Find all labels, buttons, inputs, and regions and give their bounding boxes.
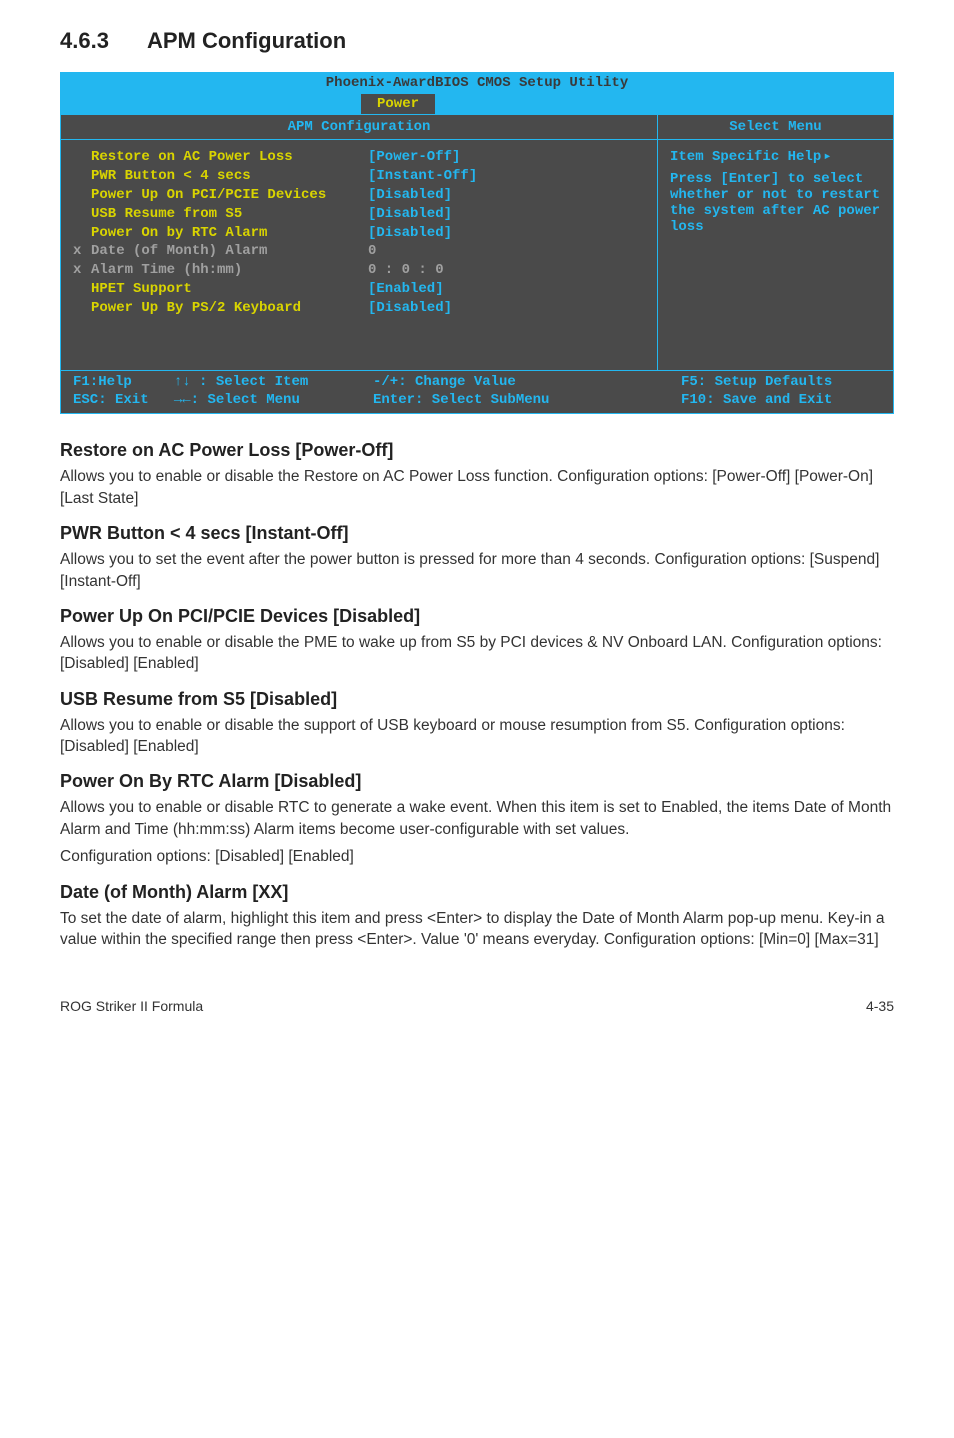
bios-item-label: xDate (of Month) Alarm (73, 242, 368, 261)
bios-help-header: Item Specific Help (670, 148, 881, 165)
bios-item-row[interactable]: xAlarm Time (hh:mm) 0 : 0 : 0 (73, 261, 645, 280)
bios-body: Restore on AC Power Loss[Power-Off] PWR … (61, 140, 893, 370)
subsection-body: Allows you to enable or disable the supp… (60, 715, 894, 758)
subsection-heading: Power Up On PCI/PCIE Devices [Disabled] (60, 606, 894, 627)
footer-f10: F10: Save and Exit (681, 392, 832, 408)
bios-footer: F1:Help ↑↓ : Select Item ESC: Exit →←: S… (61, 370, 893, 413)
footer-f5: F5: Setup Defaults (681, 374, 832, 390)
footer-left: ROG Striker II Formula (60, 998, 203, 1014)
bios-left-header: APM Configuration (61, 114, 658, 139)
footer-change-value: -/+: Change Value (373, 374, 516, 390)
bios-item-label: HPET Support (73, 280, 368, 299)
footer-select-menu: →←: Select Menu (174, 392, 300, 408)
bios-help-body: Press [Enter] to select whether or not t… (670, 171, 881, 235)
bios-item-row[interactable]: HPET Support[Enabled] (73, 280, 645, 299)
footer-col-mid: -/+: Change Value Enter: Select SubMenu (373, 373, 681, 409)
page-footer: ROG Striker II Formula 4-35 (60, 998, 894, 1014)
bios-item-value: 0 : 0 : 0 (368, 261, 444, 280)
bios-item-row[interactable]: Power Up On PCI/PCIE Devices[Disabled] (73, 186, 645, 205)
bios-item-row[interactable]: PWR Button < 4 secs[Instant-Off] (73, 167, 645, 186)
bios-item-label: xAlarm Time (hh:mm) (73, 261, 368, 280)
tab-spacer (61, 94, 361, 114)
bios-item-value: [Instant-Off] (368, 167, 477, 186)
section-title: 4.6.3 APM Configuration (60, 28, 894, 54)
bios-item-row[interactable]: Power On by RTC Alarm[Disabled] (73, 224, 645, 243)
bios-item-value: [Disabled] (368, 224, 452, 243)
subsection-heading: Date (of Month) Alarm [XX] (60, 882, 894, 903)
bios-item-label: Power Up On PCI/PCIE Devices (73, 186, 368, 205)
bios-items-pane: Restore on AC Power Loss[Power-Off] PWR … (61, 140, 658, 370)
footer-esc: ESC: Exit (73, 392, 149, 408)
footer-col-right: F5: Setup Defaults F10: Save and Exit (681, 373, 881, 409)
bios-item-row[interactable]: xDate (of Month) Alarm0 (73, 242, 645, 261)
bios-item-label: PWR Button < 4 secs (73, 167, 368, 186)
bios-item-row[interactable]: Power Up By PS/2 Keyboard[Disabled] (73, 299, 645, 318)
section-heading: APM Configuration (147, 28, 346, 53)
bios-item-label: USB Resume from S5 (73, 205, 368, 224)
bios-item-value: [Disabled] (368, 205, 452, 224)
bios-item-value: [Disabled] (368, 186, 452, 205)
subsection-body: To set the date of alarm, highlight this… (60, 908, 894, 951)
subsection-body: Allows you to enable or disable RTC to g… (60, 797, 894, 840)
bios-item-label: Power On by RTC Alarm (73, 224, 368, 243)
footer-select-item: ↑↓ : Select Item (174, 374, 308, 390)
bios-tabs: Power (61, 94, 893, 114)
bios-item-value: [Enabled] (368, 280, 444, 299)
footer-right: 4-35 (866, 998, 894, 1014)
footer-col-left: F1:Help ↑↓ : Select Item ESC: Exit →←: S… (73, 373, 373, 409)
subsection-body: Allows you to enable or disable the PME … (60, 632, 894, 675)
subsection-heading: Restore on AC Power Loss [Power-Off] (60, 440, 894, 461)
subsection-heading: Power On By RTC Alarm [Disabled] (60, 771, 894, 792)
bios-item-value: [Disabled] (368, 299, 452, 318)
tab-spacer (435, 94, 893, 114)
bios-item-value: [Power-Off] (368, 148, 460, 167)
tab-power[interactable]: Power (361, 94, 435, 114)
subsection-heading: PWR Button < 4 secs [Instant-Off] (60, 523, 894, 544)
bios-title: Phoenix-AwardBIOS CMOS Setup Utility (61, 73, 893, 94)
bios-item-row[interactable]: USB Resume from S5[Disabled] (73, 205, 645, 224)
subsection-body: Allows you to enable or disable the Rest… (60, 466, 894, 509)
footer-f1: F1:Help (73, 374, 132, 390)
footer-enter-submenu: Enter: Select SubMenu (373, 392, 549, 408)
bios-setup-box: Phoenix-AwardBIOS CMOS Setup Utility Pow… (60, 72, 894, 414)
bios-column-headers: APM Configuration Select Menu (61, 114, 893, 140)
bios-item-row[interactable]: Restore on AC Power Loss[Power-Off] (73, 148, 645, 167)
bios-item-label: Power Up By PS/2 Keyboard (73, 299, 368, 318)
bios-right-header: Select Menu (658, 114, 893, 139)
section-number: 4.6.3 (60, 28, 109, 54)
document-body: Restore on AC Power Loss [Power-Off] Allo… (60, 440, 894, 950)
subsection-body: Configuration options: [Disabled] [Enabl… (60, 846, 894, 867)
bios-item-value: 0 (368, 242, 376, 261)
bios-item-label: Restore on AC Power Loss (73, 148, 368, 167)
subsection-heading: USB Resume from S5 [Disabled] (60, 689, 894, 710)
bios-help-pane: Item Specific Help Press [Enter] to sele… (658, 140, 893, 370)
subsection-body: Allows you to set the event after the po… (60, 549, 894, 592)
